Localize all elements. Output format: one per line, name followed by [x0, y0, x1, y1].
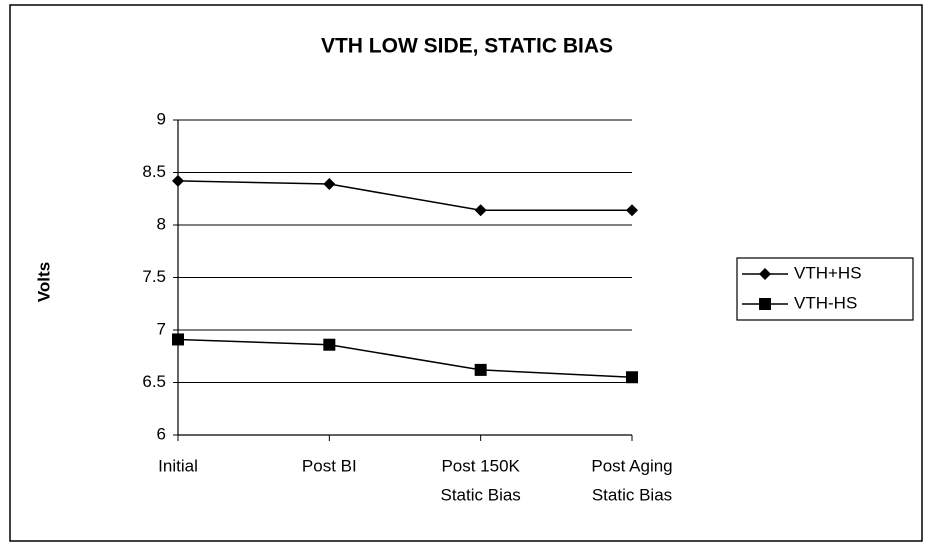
legend-marker	[759, 268, 771, 280]
chart-frame	[9, 4, 923, 542]
marker	[626, 371, 638, 384]
legend-label: VTH+HS	[794, 263, 862, 282]
marker	[172, 174, 184, 187]
x-tick-label: Post Aging	[591, 456, 672, 475]
y-tick-label: 6	[157, 424, 166, 443]
legend-label: VTH-HS	[794, 293, 857, 312]
marker	[474, 204, 487, 217]
marker	[323, 338, 336, 351]
y-tick-label: 7.5	[142, 267, 166, 286]
y-tick-label: 9	[157, 109, 166, 128]
y-tick-label: 7	[157, 319, 166, 338]
y-tick-label: 8.5	[142, 162, 166, 181]
y-tick-label: 6.5	[142, 372, 166, 391]
x-tick-label: Initial	[158, 456, 198, 475]
series-line	[177, 338, 633, 378]
y-axis-label: Volts	[34, 262, 53, 302]
x-tick-label: Static Bias	[592, 485, 672, 504]
series-line	[177, 180, 632, 212]
marker	[626, 204, 638, 217]
x-tick-label: Static Bias	[441, 485, 521, 504]
marker	[172, 333, 184, 346]
y-tick-label: 8	[157, 214, 166, 233]
legend-marker	[759, 298, 771, 310]
marker	[323, 178, 336, 191]
x-tick-label: Post 150K	[441, 456, 520, 475]
chart-title: VTH LOW SIDE, STATIC BIAS	[321, 35, 613, 58]
x-tick-label: Post BI	[302, 456, 357, 475]
marker	[474, 363, 487, 376]
